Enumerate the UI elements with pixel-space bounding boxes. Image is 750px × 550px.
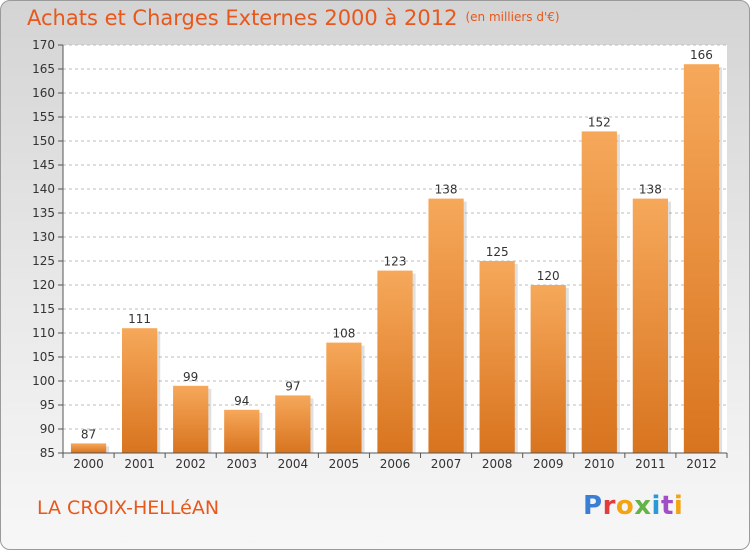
y-tick-label: 110: [32, 326, 55, 340]
y-tick-label: 100: [32, 374, 55, 388]
x-tick-label: 2010: [584, 457, 615, 471]
bar-value-label: 108: [332, 327, 355, 341]
x-axis: 2000 2001 2002 2003 2004 2005 2006 2007 2008 2009…: [62, 452, 728, 471]
chart-title: Achats et Charges Externes 2000 à 2012 (e…: [27, 6, 560, 30]
bar-2003: [224, 409, 260, 453]
x-tick-label: 2000: [73, 457, 104, 471]
y-tick-label: 155: [32, 110, 55, 124]
y-tick-label: 140: [32, 182, 55, 196]
x-tick-label: 2007: [431, 457, 462, 471]
x-tick-label: 2005: [329, 457, 360, 471]
bar-2008: [479, 261, 515, 453]
x-tick-label: 2008: [482, 457, 513, 471]
bar-2006: [377, 270, 413, 453]
bar-2010: [581, 131, 617, 453]
bar-2002: [173, 385, 209, 453]
bar-2004: [275, 395, 311, 453]
bar-value-label: 138: [639, 183, 662, 197]
y-tick-label: 135: [32, 206, 55, 220]
y-tick-label: 85: [40, 446, 55, 460]
x-tick-label: 2006: [380, 457, 411, 471]
x-tick-label: 2012: [686, 457, 717, 471]
y-tick-label: 170: [32, 38, 55, 52]
y-tick-label: 95: [40, 398, 55, 412]
bar-2012: [683, 64, 720, 453]
bars: 87 111 99 94 97 108 123 138 125 120 152 138 166: [70, 48, 723, 453]
y-tick-label: 105: [32, 350, 55, 364]
y-tick-label: 145: [32, 158, 55, 172]
bar-2005: [326, 342, 362, 453]
y-tick-label: 130: [32, 230, 55, 244]
y-tick-label: 165: [32, 62, 55, 76]
x-tick-label: 2001: [124, 457, 155, 471]
bar-value-label: 123: [384, 255, 407, 269]
y-tick-label: 115: [32, 302, 55, 316]
x-tick-label: 2003: [226, 457, 257, 471]
y-tick-label: 125: [32, 254, 55, 268]
y-tick-label: 120: [32, 278, 55, 292]
chart-subtitle: (en milliers d'€): [465, 10, 560, 24]
chart-title-text: Achats et Charges Externes 2000 à 2012: [27, 6, 458, 30]
x-tick-label: 2009: [533, 457, 564, 471]
x-tick-label: 2011: [635, 457, 666, 471]
bar-value-label: 97: [285, 379, 300, 393]
bar-2000: [70, 443, 107, 453]
bar-value-label: 152: [588, 115, 611, 129]
bar-value-label: 166: [690, 48, 713, 62]
bar-value-label: 138: [435, 183, 458, 197]
commune-name: LA CROIX-HELLéAN: [37, 497, 220, 519]
bar-value-label: 125: [486, 245, 509, 259]
bar-2011: [632, 198, 669, 453]
bar-value-label: 99: [183, 370, 198, 384]
bar-2009: [530, 285, 566, 453]
proxiti-logo[interactable]: Proxiti: [583, 491, 684, 521]
bar-value-label: 87: [81, 427, 96, 441]
bar-2007: [428, 198, 464, 453]
x-tick-label: 2004: [278, 457, 309, 471]
bar-value-label: 120: [537, 269, 560, 283]
y-tick-label: 150: [32, 134, 55, 148]
y-tick-label: 160: [32, 86, 55, 100]
bar-value-label: 94: [234, 394, 249, 408]
y-tick-label: 90: [40, 422, 55, 436]
bar-2001: [121, 328, 158, 453]
y-axis: 85 90 95 100 105 110 115 120 125 130 135 140 145 150 1…: [32, 38, 64, 460]
bar-value-label: 111: [128, 312, 151, 326]
x-tick-label: 2002: [175, 457, 206, 471]
